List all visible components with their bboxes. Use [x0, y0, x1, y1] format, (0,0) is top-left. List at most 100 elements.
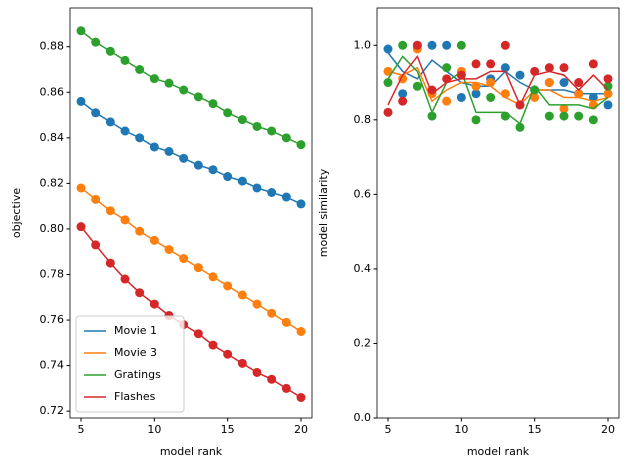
marker: [76, 26, 86, 36]
marker: [252, 367, 262, 377]
marker: [281, 317, 291, 327]
series-line: [80, 100, 302, 205]
x-tick-label: 10: [454, 423, 468, 436]
legend-label: Movie 1: [114, 324, 157, 337]
marker: [208, 340, 218, 350]
x-axis-label: model rank: [467, 445, 530, 458]
marker: [135, 65, 145, 74]
marker: [559, 111, 569, 121]
marker: [105, 117, 115, 127]
marker: [383, 107, 393, 117]
marker: [76, 222, 86, 232]
marker: [588, 92, 598, 102]
marker: [237, 358, 247, 368]
marker: [91, 37, 101, 47]
marker: [383, 66, 393, 76]
marker: [281, 192, 291, 202]
marker: [427, 85, 437, 95]
marker: [442, 40, 452, 50]
marker: [237, 115, 247, 125]
series-line: [80, 187, 302, 333]
marker: [135, 133, 145, 143]
marker: [149, 235, 159, 245]
marker: [603, 100, 613, 110]
marker: [267, 308, 277, 318]
marker: [193, 92, 203, 102]
marker: [471, 81, 481, 91]
marker: [530, 85, 540, 95]
marker: [456, 40, 466, 50]
marker: [515, 122, 525, 132]
marker: [105, 206, 115, 216]
marker: [559, 104, 569, 114]
marker: [179, 254, 189, 264]
marker: [208, 272, 218, 282]
y-tick-label: 0.76: [40, 313, 65, 326]
marker: [383, 78, 393, 88]
x-tick-label: 20: [601, 423, 615, 436]
marker: [223, 108, 233, 118]
marker: [574, 111, 584, 121]
marker: [281, 133, 291, 143]
marker: [398, 89, 408, 99]
marker: [544, 111, 554, 121]
marker: [486, 92, 496, 102]
marker: [471, 115, 481, 125]
marker: [471, 59, 481, 69]
y-tick-label: 0.88: [40, 40, 65, 53]
marker: [442, 74, 452, 84]
marker: [267, 126, 277, 136]
marker: [179, 85, 189, 95]
y-tick-label: 0.78: [40, 268, 65, 281]
y-tick-label: 0.82: [40, 176, 65, 189]
marker: [208, 99, 218, 109]
marker: [91, 240, 101, 250]
marker: [486, 78, 496, 88]
marker: [500, 89, 510, 99]
marker: [471, 89, 481, 99]
marker: [149, 299, 159, 309]
marker: [398, 40, 408, 50]
marker: [412, 81, 422, 91]
x-tick-label: 10: [147, 423, 161, 436]
marker: [120, 215, 130, 225]
series-line: [387, 66, 609, 106]
marker: [442, 63, 452, 73]
y-tick-label: 0.4: [354, 262, 372, 275]
marker: [164, 244, 174, 254]
x-tick-label: 5: [78, 423, 85, 436]
marker: [603, 74, 613, 84]
marker: [574, 89, 584, 99]
marker: [208, 165, 218, 175]
marker: [135, 226, 145, 236]
marker: [500, 111, 510, 121]
marker: [442, 96, 452, 106]
marker: [296, 140, 306, 150]
marker: [135, 288, 145, 298]
marker: [500, 63, 510, 73]
marker: [223, 172, 233, 182]
marker: [193, 263, 203, 273]
y-axis-label: objective: [10, 188, 23, 238]
y-tick-label: 1.0: [354, 38, 372, 51]
marker: [76, 96, 86, 106]
marker: [296, 199, 306, 209]
marker: [193, 329, 203, 339]
y-tick-label: 0.74: [40, 359, 65, 372]
legend-label: Flashes: [114, 390, 156, 403]
marker: [515, 100, 525, 110]
series-line: [80, 30, 302, 146]
marker: [149, 74, 159, 84]
y-tick-label: 0.84: [40, 131, 65, 144]
marker: [252, 121, 262, 131]
marker: [456, 70, 466, 80]
series-line: [387, 52, 608, 95]
marker: [427, 111, 437, 121]
marker: [91, 194, 101, 204]
axes-frame: [69, 7, 313, 419]
marker: [296, 326, 306, 336]
marker: [515, 70, 525, 80]
marker: [486, 59, 496, 69]
marker: [530, 66, 540, 76]
